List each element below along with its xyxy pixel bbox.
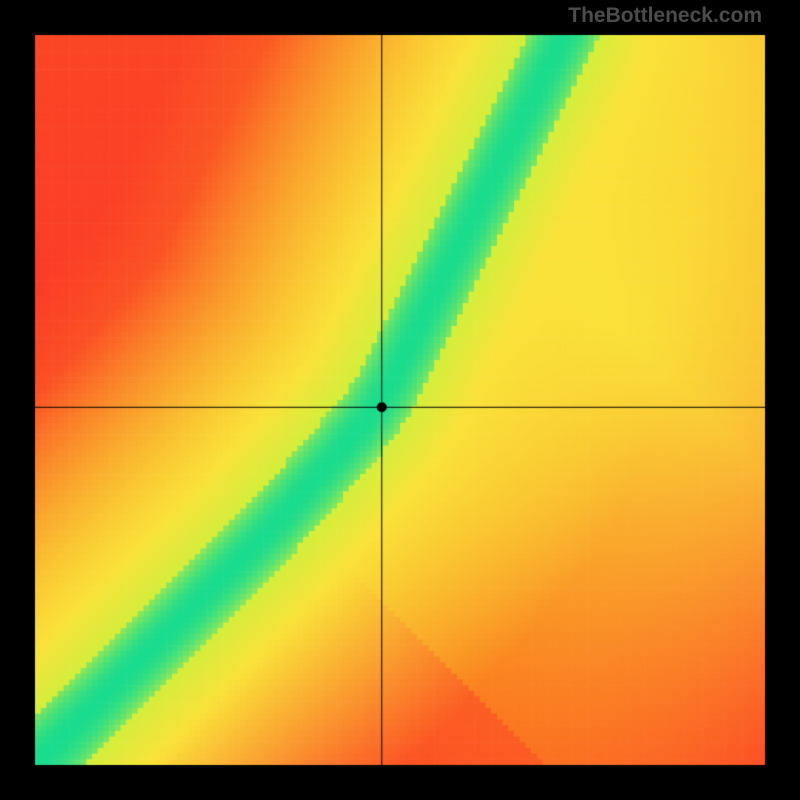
heatmap-canvas: [0, 0, 800, 800]
chart-container: TheBottleneck.com: [0, 0, 800, 800]
watermark-text: TheBottleneck.com: [568, 4, 762, 28]
